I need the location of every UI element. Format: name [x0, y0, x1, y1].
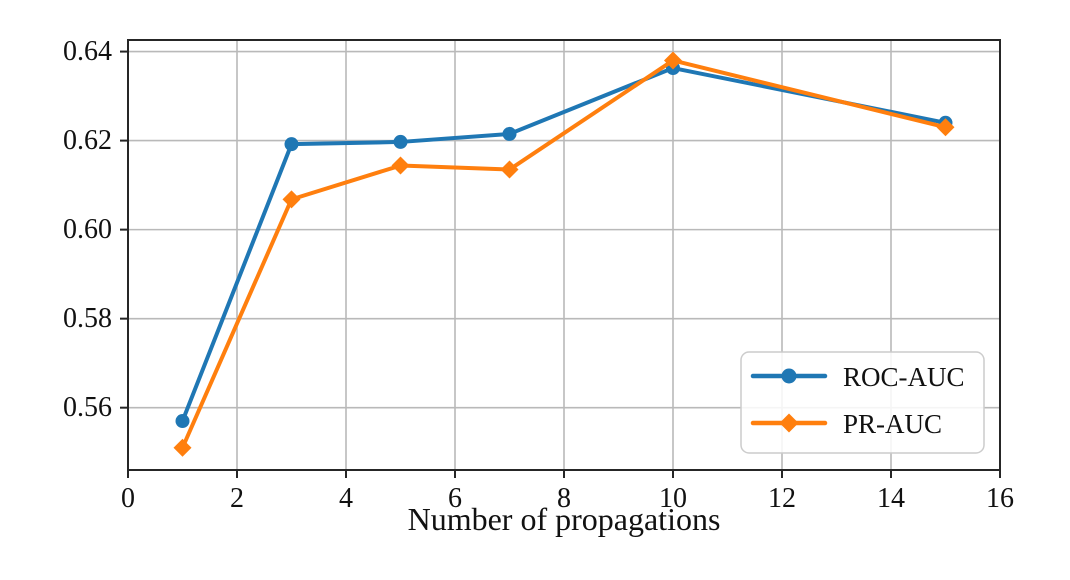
legend-marker-circle-icon — [781, 368, 797, 384]
data-point-roc-auc — [284, 137, 299, 152]
data-point-pr-auc — [500, 160, 519, 179]
x-tick-label: 6 — [448, 483, 462, 514]
legend-label: PR-AUC — [843, 409, 942, 439]
x-tick-label: 10 — [659, 483, 687, 514]
series-line-pr-auc — [180, 58, 948, 450]
x-axis-label: Number of propagations — [407, 501, 721, 537]
x-tick-label: 8 — [557, 483, 571, 514]
x-tick-label: 14 — [877, 483, 905, 514]
x-tick-label: 0 — [121, 483, 135, 514]
y-tick-label: 0.56 — [63, 392, 112, 423]
data-point-pr-auc — [173, 438, 192, 457]
data-point-roc-auc — [502, 126, 517, 141]
series-line-roc-auc — [180, 66, 948, 424]
legend-label: ROC-AUC — [843, 362, 965, 392]
data-point-roc-auc — [175, 414, 190, 429]
y-tick-label: 0.62 — [63, 125, 112, 156]
x-tick-label: 16 — [986, 483, 1014, 514]
data-point-pr-auc — [664, 51, 682, 70]
data-point-pr-auc — [282, 190, 301, 209]
y-tick-label: 0.64 — [63, 36, 112, 67]
x-tick-label: 12 — [768, 483, 796, 514]
data-point-pr-auc — [936, 118, 955, 137]
y-tick-label: 0.60 — [63, 214, 112, 245]
y-tick-label: 0.58 — [63, 303, 112, 334]
data-point-roc-auc — [393, 134, 408, 149]
x-tick-label: 4 — [339, 483, 353, 514]
x-tick-label: 2 — [230, 483, 244, 514]
legend-marker-diamond-icon — [779, 413, 799, 433]
data-point-pr-auc — [391, 156, 410, 175]
